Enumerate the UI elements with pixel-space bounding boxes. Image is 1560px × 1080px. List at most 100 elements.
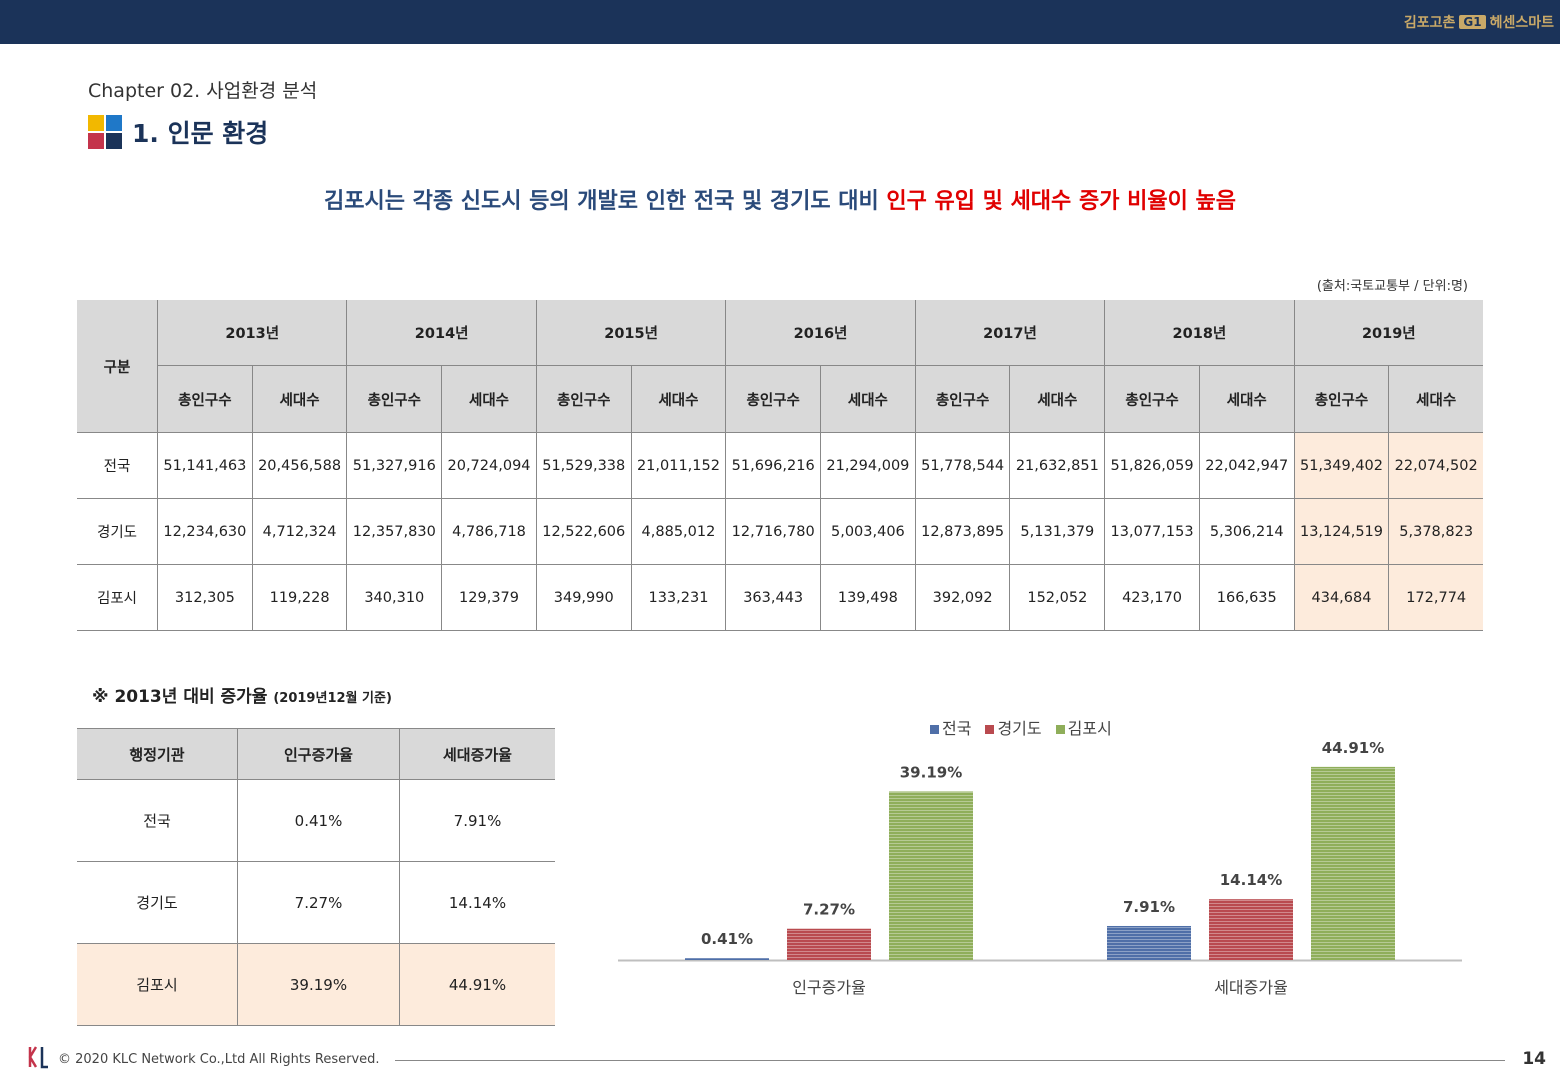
table-cell: 21,632,851 [1009,432,1105,499]
chart-legend: 전국 경기도 김포시 [930,715,1112,739]
sub-header-row: 총인구수 세대수 총인구수 세대수 총인구수 세대수 총인구수 세대수 총인구수 세대수 총인구수 세… [77,365,1483,433]
table-cell: 12,716,780 [725,498,821,565]
legend-item: 전국 [930,715,971,739]
category-label: 세대증가율 [1214,978,1288,997]
rate-cell: 경기도 [77,861,238,944]
population-table: 구분 2013년 2014년 2015년 2016년 2017년 2018년 2… [77,300,1483,631]
table-cell: 5,306,214 [1198,498,1295,565]
sub-header: 세대수 [1388,365,1483,433]
table-cell: 133,231 [630,564,726,631]
row-label: 전국 [77,432,158,499]
legend-label: 경기도 [997,719,1042,738]
table-cell: 51,327,916 [346,432,442,499]
chapter-label: Chapter 02. 사업환경 분석 [88,80,318,102]
table-cell: 12,234,630 [157,498,253,565]
table-cell: 51,826,059 [1104,432,1200,499]
table-cell: 51,696,216 [725,432,821,499]
section-title: 1. 인문 환경 [88,114,268,150]
legend-swatch [985,725,995,734]
rate-header: 인구증가율 [237,728,400,780]
table-cell: 152,052 [1009,564,1105,631]
brand-left: 김포고촌 [1403,15,1456,31]
data-label: 7.27% [803,901,855,919]
brand-badge: G1 [1459,15,1486,29]
rate-cell: 44.91% [399,943,555,1026]
sub-header: 총인구수 [725,365,821,433]
table-cell: 51,778,544 [914,432,1010,499]
year-header: 2017년 [914,300,1105,366]
table-cell: 22,074,502 [1388,432,1483,499]
table-cell: 51,349,402 [1293,432,1389,499]
year-header: 2013년 [156,300,347,366]
table-cell: 4,712,324 [251,498,347,565]
year-header: 2016년 [725,300,916,366]
category-label: 인구증가율 [792,978,866,997]
rate-row: 김포시 39.19% 44.91% [77,943,555,1026]
table-cell: 166,635 [1198,564,1295,631]
bar-stripe [1311,766,1395,960]
brand-right: 헤센스마트 [1489,15,1554,31]
sub-header: 세대수 [441,365,537,433]
rate-cell: 김포시 [77,943,238,1026]
rate-row: 전국 0.41% 7.91% [77,779,555,862]
table-cell: 129,379 [441,564,537,631]
sub-header: 총인구수 [535,365,632,433]
table-cell: 392,092 [914,564,1010,631]
sub-header: 총인구수 [1293,365,1389,433]
legend-label: 전국 [942,719,972,738]
sub-header: 세대수 [820,365,916,433]
table-cell: 434,684 [1293,564,1389,631]
table-cell: 13,124,519 [1293,498,1389,565]
sub-header: 총인구수 [157,365,253,433]
table-row: 경기도 12,234,630 4,712,324 12,357,830 4,786,71… [77,498,1483,565]
bar-stripe [1107,925,1191,960]
page-number: 14 [1522,1049,1546,1069]
data-label: 14.14% [1220,871,1282,889]
table-cell: 5,131,379 [1009,498,1105,565]
rate-cell: 7.91% [399,779,555,862]
table-cell: 340,310 [346,564,442,631]
data-label: 44.91% [1322,739,1384,757]
source-note: (출처:국토교통부 / 단위:명) [1316,279,1468,294]
rate-cell: 7.27% [237,861,400,944]
rate-cell: 14.14% [399,861,555,944]
headline-red: 인구 유입 및 세대수 증가 비율이 높음 [886,189,1236,214]
corner-header: 구분 [77,300,158,433]
table-row: 전국 51,141,463 20,456,588 51,327,916 20,724,0… [77,432,1483,499]
rate-title-text: ※ 2013년 대비 증가율 [92,687,268,707]
rate-header: 행정기관 [77,728,238,780]
sub-header: 세대수 [1198,365,1295,433]
copyright-text: © 2020 KLC Network Co.,Ltd All Rights Re… [58,1052,380,1067]
year-header-row: 구분 2013년 2014년 2015년 2016년 2017년 2018년 2… [77,300,1483,433]
growth-bar-chart: 0.41% 7.27% 39.19% 인구증가율 7.91% 14.14% 44.91% 세대… [618,739,1462,997]
year-header: 2014년 [346,300,537,366]
table-cell: 5,003,406 [820,498,916,565]
table-cell: 312,305 [157,564,253,631]
bar-stripe [889,791,973,960]
table-cell: 12,357,830 [346,498,442,565]
rate-title-note: (2019년12월 기준) [273,691,392,706]
footer-divider [395,1060,1505,1061]
data-label: 0.41% [701,930,753,948]
bar-stripe [1209,899,1293,960]
data-label: 7.91% [1123,898,1175,916]
table-cell: 172,774 [1388,564,1483,631]
table-cell: 119,228 [251,564,347,631]
year-header: 2019년 [1293,300,1483,366]
legend-item: 경기도 [985,715,1042,739]
table-cell: 139,498 [820,564,916,631]
table-cell: 363,443 [725,564,821,631]
bar-stripe [685,958,769,960]
sub-header: 총인구수 [346,365,442,433]
top-bar: 김포고촌 G1 헤센스마트 [0,0,1560,44]
data-label: 39.19% [900,763,962,781]
table-row: 김포시 312,305 119,228 340,310 129,379 349,990 13… [77,564,1483,631]
table-cell: 12,522,606 [535,498,632,565]
brand-logo: 김포고촌 G1 헤센스마트 [1404,10,1554,34]
row-label: 김포시 [77,564,158,631]
page-title: 1. 인문 환경 [132,119,269,148]
legend-item: 김포시 [1055,715,1112,739]
headline-blue: 김포시는 각종 신도시 등의 개발로 인한 전국 및 경기도 대비 [324,189,887,214]
table-cell: 4,885,012 [630,498,726,565]
headline: 김포시는 각종 신도시 등의 개발로 인한 전국 및 경기도 대비 인구 유입 … [0,183,1560,215]
